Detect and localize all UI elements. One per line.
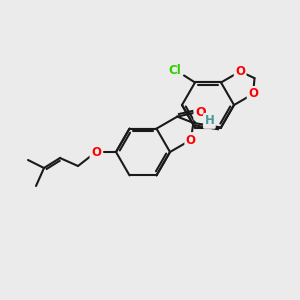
- Text: Cl: Cl: [169, 64, 182, 77]
- Text: H: H: [205, 114, 214, 128]
- Text: O: O: [186, 134, 196, 146]
- Text: O: O: [195, 106, 206, 119]
- Text: O: O: [91, 146, 101, 158]
- Text: O: O: [248, 87, 258, 101]
- Text: O: O: [235, 65, 245, 78]
